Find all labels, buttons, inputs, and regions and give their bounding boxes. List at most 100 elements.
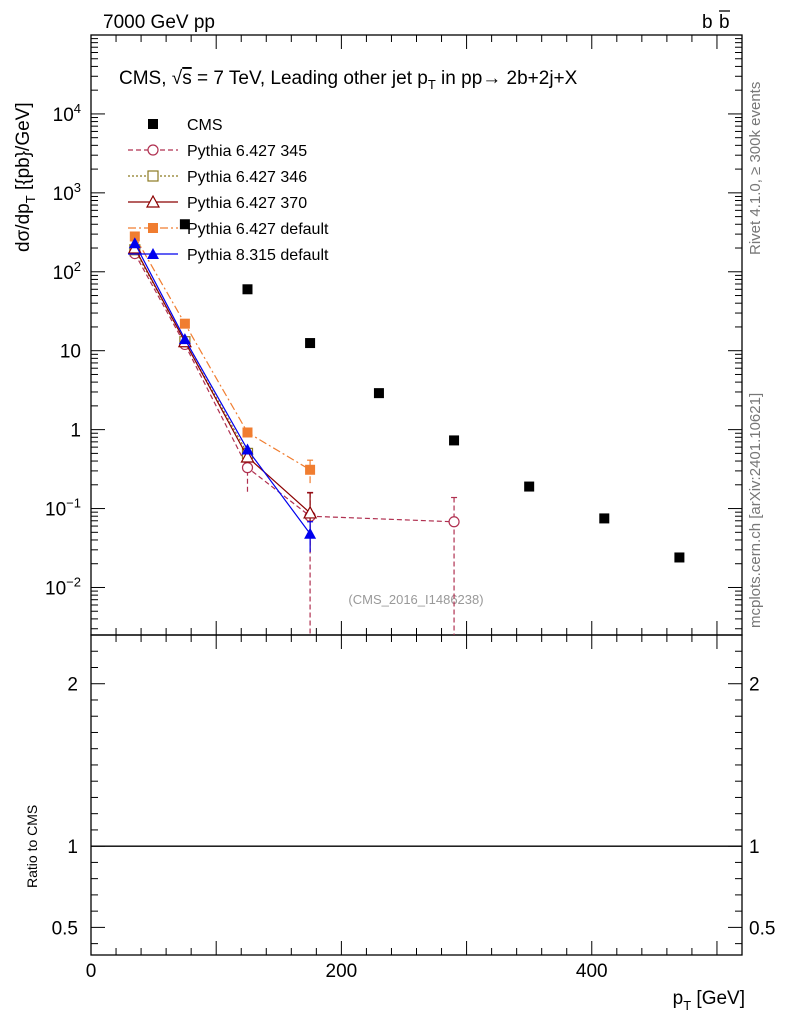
data-point xyxy=(524,481,535,492)
legend-marker xyxy=(148,119,158,129)
data-point xyxy=(448,516,460,528)
ratio-axis-ticks: 0.5 0.5 1 1 2 2 xyxy=(52,635,775,955)
ratio-panel-frame xyxy=(90,634,743,956)
header-right-bbar: b xyxy=(719,12,730,33)
series-pythia-6-427-345 xyxy=(129,247,460,635)
data-point xyxy=(241,462,254,474)
data-point xyxy=(179,219,190,230)
legend-marker xyxy=(147,144,159,156)
x-axis-label-unit: [GeV] xyxy=(691,988,745,1009)
legend-entry: Pythia 6.427 default xyxy=(128,221,329,238)
data-point xyxy=(179,318,190,329)
data-point xyxy=(674,552,685,563)
legend-label: Pythia 6.427 370 xyxy=(187,195,307,212)
ratio-y-axis-label: Ratio to CMS xyxy=(24,805,40,888)
series-line xyxy=(134,236,311,471)
data-point xyxy=(373,388,384,399)
y-tick-mantissa: 10 xyxy=(53,105,74,126)
series-layer xyxy=(127,219,685,635)
y-tick-label: 103 xyxy=(53,180,81,205)
series-line xyxy=(134,242,311,535)
rivet-version-label: Rivet 4.1.0, ≥ 300k events xyxy=(747,82,764,255)
y-axis-label-sub: T xyxy=(23,195,38,203)
data-point xyxy=(241,443,254,455)
title-suffix: in pp→ 2b+2j+X xyxy=(436,68,578,89)
y-axis-label-main: dσ/dp xyxy=(13,203,34,252)
data-point xyxy=(304,527,317,539)
data-point xyxy=(128,237,141,249)
data-point xyxy=(242,427,253,438)
y-tick-exponent: −2 xyxy=(66,574,81,589)
series-pythia-6-427-default xyxy=(129,231,316,484)
data-point xyxy=(303,505,318,519)
y-tick-mantissa: 10 xyxy=(53,263,74,284)
x-tick-label: 200 xyxy=(326,961,358,982)
title-s: s xyxy=(182,68,192,89)
y-tick-mantissa: 10 xyxy=(53,184,74,205)
ratio-y-tick-label-right: 1 xyxy=(749,837,760,858)
y-tick-label: 102 xyxy=(53,259,81,284)
data-point xyxy=(178,333,191,345)
y-axis-label-unit: [{pb}/GeV] xyxy=(13,102,34,195)
series-line xyxy=(134,253,455,523)
y-tick-mantissa: 10 xyxy=(45,578,66,599)
data-point xyxy=(599,513,610,524)
y-tick-exponent: −1 xyxy=(66,496,81,511)
ratio-y-tick-label: 1 xyxy=(67,837,78,858)
mcplots-label: mcplots.cern.ch [arXiv:2401.10621] xyxy=(747,393,764,628)
y-tick-label: 1 xyxy=(70,421,81,442)
ratio-y-tick-label: 2 xyxy=(67,675,78,696)
legend-marker xyxy=(148,223,158,233)
analysis-watermark: (CMS_2016_I1486238) xyxy=(348,592,483,607)
data-point xyxy=(305,464,316,475)
legend: CMS Pythia 6.427 345 Pythia 6.427 346 Pythi… xyxy=(128,117,329,264)
legend-marker xyxy=(147,248,159,259)
y-tick-exponent: 3 xyxy=(74,180,81,195)
y-tick-mantissa: 10 xyxy=(45,500,66,521)
header-right-b: b xyxy=(702,12,713,33)
legend-marker xyxy=(145,194,161,208)
title-mid: = 7 TeV, Leading other jet p xyxy=(192,68,428,89)
legend-entry: Pythia 8.315 default xyxy=(128,247,329,264)
series-pythia-6-427-370 xyxy=(127,240,318,553)
legend-entry: Pythia 6.427 370 xyxy=(128,194,307,212)
x-tick-labels: 0 200 400 xyxy=(86,961,608,982)
y-tick-exponent: 2 xyxy=(74,259,81,274)
x-axis-label-main: p xyxy=(673,988,684,1009)
series-line xyxy=(134,247,311,514)
data-point xyxy=(242,284,253,295)
legend-label: Pythia 6.427 346 xyxy=(187,169,307,186)
series-pythia-8-315-default xyxy=(128,237,317,553)
y-tick-label: 104 xyxy=(53,101,81,126)
legend-entry: Pythia 6.427 345 xyxy=(128,143,307,160)
main-axis-ticks xyxy=(90,34,743,635)
ratio-y-tick-label-right: 0.5 xyxy=(749,918,775,939)
chart-title: CMS, √s = 7 TeV, Leading other jet pT in… xyxy=(119,68,578,92)
title-sub: T xyxy=(428,77,436,92)
x-axis-label: pT [GeV] xyxy=(673,988,745,1013)
legend-entry: CMS xyxy=(148,117,223,134)
x-axis-label-sub: T xyxy=(683,998,691,1013)
legend-entry: Pythia 6.427 346 xyxy=(128,169,307,186)
y-tick-label: 10−2 xyxy=(45,574,81,599)
y-axis-label: dσ/dpT [{pb}/GeV] xyxy=(13,102,38,252)
legend-label: Pythia 6.427 default xyxy=(187,221,329,238)
x-tick-label: 0 xyxy=(86,961,97,982)
data-point xyxy=(449,435,460,446)
ratio-y-tick-label: 0.5 xyxy=(52,918,78,939)
ratio-y-tick-label-right: 2 xyxy=(749,675,760,696)
title-prefix: CMS, √ xyxy=(119,68,183,89)
data-point xyxy=(129,231,140,242)
y-tick-exponent: 4 xyxy=(74,101,81,116)
data-point xyxy=(305,338,316,349)
legend-label: CMS xyxy=(187,117,223,134)
legend-label: Pythia 6.427 345 xyxy=(187,143,307,160)
legend-marker xyxy=(147,170,159,182)
legend-label: Pythia 8.315 default xyxy=(187,247,329,264)
y-tick-label: 10 xyxy=(60,342,81,363)
x-tick-label: 400 xyxy=(576,961,608,982)
header-left: 7000 GeV pp xyxy=(103,12,215,33)
y-tick-label: 10−1 xyxy=(45,496,81,521)
